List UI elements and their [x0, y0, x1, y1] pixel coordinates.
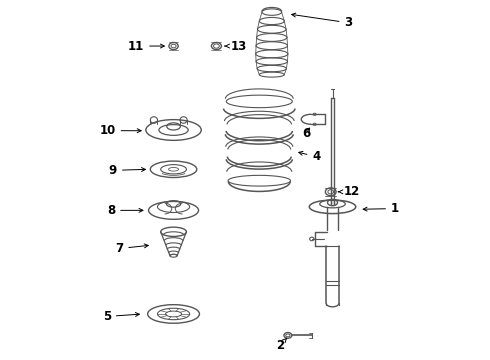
- Text: 3: 3: [292, 13, 353, 29]
- Text: 4: 4: [299, 150, 320, 163]
- Text: 9: 9: [109, 164, 146, 177]
- Text: 6: 6: [302, 127, 311, 140]
- Text: 8: 8: [107, 204, 143, 217]
- Text: 13: 13: [225, 40, 246, 53]
- Text: 1: 1: [363, 202, 399, 215]
- Text: 5: 5: [102, 310, 139, 323]
- Text: 12: 12: [339, 185, 360, 198]
- Text: 7: 7: [115, 242, 148, 255]
- Text: 11: 11: [128, 40, 164, 53]
- Text: 10: 10: [99, 124, 141, 137]
- Text: 2: 2: [276, 338, 287, 351]
